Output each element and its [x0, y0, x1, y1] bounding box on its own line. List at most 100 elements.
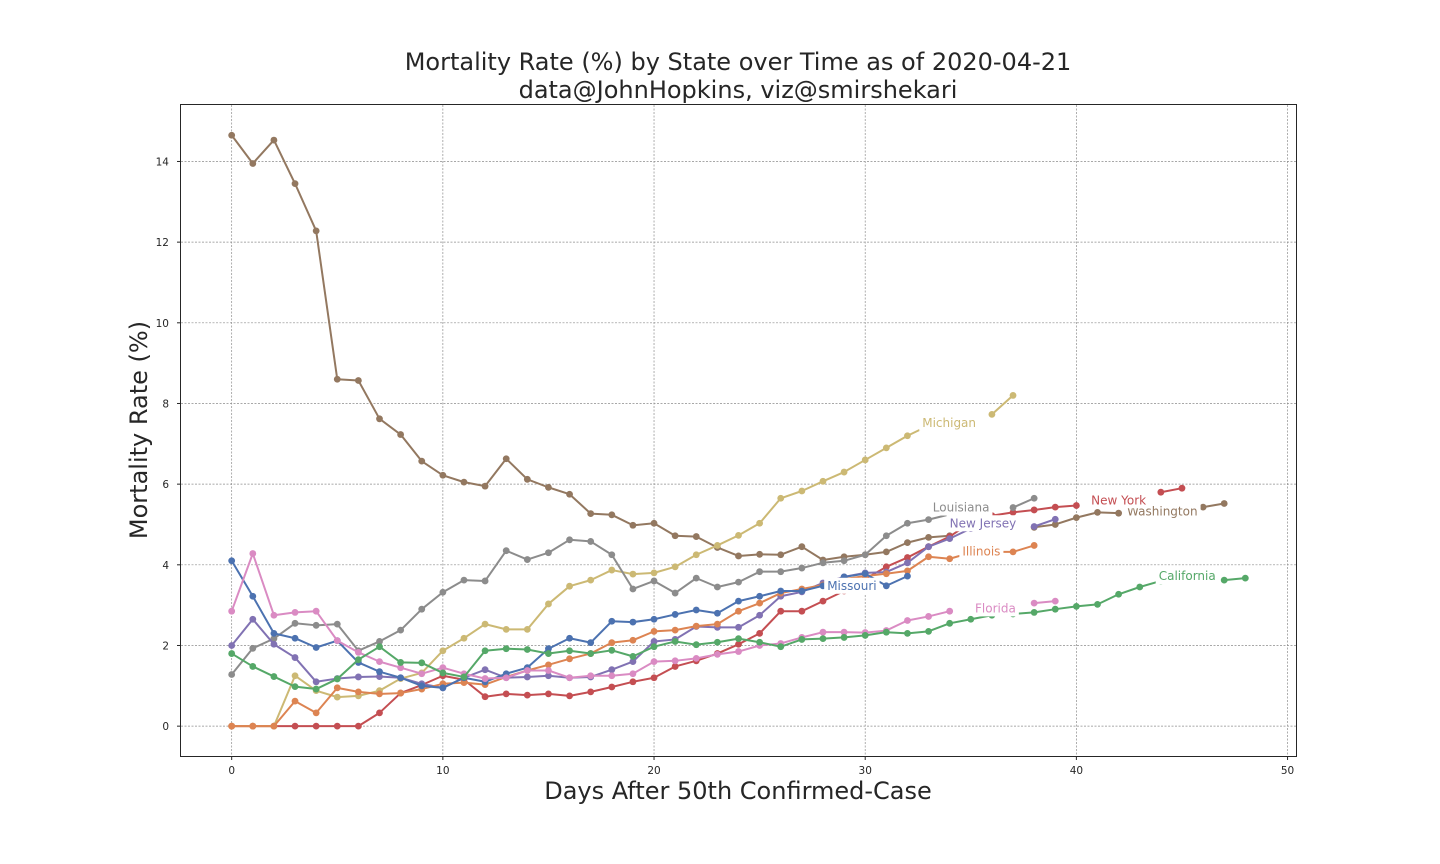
data-point-california	[946, 619, 954, 627]
data-point-california	[608, 646, 616, 654]
data-point-washington	[439, 471, 447, 479]
x-tick-label: 10	[436, 765, 449, 777]
data-point-new-york	[545, 690, 552, 698]
data-point-washington	[460, 478, 468, 486]
series-label-bg	[959, 543, 1004, 560]
x-tick-label: 40	[1070, 765, 1083, 777]
data-point-missouri	[713, 609, 721, 617]
data-point-florida	[333, 637, 341, 645]
data-point-new-jersey	[249, 615, 257, 623]
data-point-louisiana	[587, 538, 595, 545]
series-line-new-york	[1160, 487, 1183, 494]
data-point-california	[481, 647, 489, 655]
data-point-washington	[925, 533, 932, 541]
data-point-louisiana	[418, 605, 426, 613]
data-point-michigan	[671, 563, 679, 571]
data-point-new-jersey	[270, 640, 278, 648]
data-point-illinois	[904, 567, 911, 575]
plot-area	[180, 104, 1297, 757]
data-point-illinois	[692, 622, 700, 630]
x-axis-label: Days After 50th Confirmed-Case	[544, 777, 932, 805]
data-point-new-york	[882, 563, 890, 571]
data-point-louisiana	[861, 551, 869, 559]
data-point-new-jersey	[523, 673, 531, 681]
data-point-louisiana	[312, 621, 320, 629]
data-point-new-york	[312, 722, 320, 730]
data-point-new-jersey	[1051, 515, 1059, 523]
data-point-florida	[228, 607, 236, 615]
data-point-new-jersey	[481, 666, 489, 674]
data-point-michigan	[650, 569, 658, 577]
x-axis-ticks: 0 10 20 30 40 50	[228, 756, 1294, 777]
data-point-california	[904, 629, 911, 637]
data-point-illinois	[629, 636, 637, 644]
data-point-california	[397, 659, 405, 666]
data-point-illinois	[756, 599, 764, 607]
series-label-text-illinois: Illinois	[962, 545, 1000, 559]
series-label-text-california: California	[1159, 569, 1216, 583]
data-point-california	[1220, 576, 1228, 584]
data-point-new-york	[1051, 503, 1059, 511]
data-point-louisiana	[249, 644, 257, 652]
data-point-michigan	[713, 542, 721, 549]
data-point-missouri	[904, 572, 911, 580]
data-point-michigan	[566, 582, 573, 590]
data-point-michigan	[460, 634, 468, 642]
data-point-washington	[608, 511, 616, 519]
data-point-new-york	[798, 607, 806, 615]
data-point-michigan	[882, 444, 890, 452]
y-tick-label: 4	[162, 560, 169, 572]
series-line-california	[1224, 577, 1246, 582]
data-point-california	[1115, 590, 1123, 598]
data-point-michigan	[629, 570, 637, 578]
data-point-new-jersey	[376, 673, 383, 680]
data-point-missouri	[756, 592, 764, 600]
data-point-florida	[735, 648, 742, 655]
data-point-california	[502, 645, 510, 653]
data-point-washington	[228, 131, 236, 139]
data-point-new-jersey	[946, 535, 954, 542]
chart-title: Mortality Rate (%) by State over Time as…	[405, 48, 1072, 76]
series-label-florida: Florida	[972, 600, 1019, 617]
data-point-louisiana	[756, 568, 764, 576]
data-point-illinois	[671, 626, 679, 634]
data-point-michigan	[439, 647, 447, 655]
data-point-michigan	[692, 551, 700, 559]
data-point-california	[777, 643, 785, 651]
data-point-california	[1094, 600, 1101, 608]
series-label-new-york: New York	[1088, 492, 1150, 509]
data-point-florida	[629, 670, 637, 678]
data-point-washington	[249, 160, 257, 167]
data-point-illinois	[1030, 542, 1038, 549]
data-point-california	[629, 652, 637, 660]
x-tick-label: 20	[647, 765, 660, 777]
data-point-washington	[587, 510, 595, 517]
series-louisiana	[228, 494, 1038, 678]
data-point-missouri	[587, 639, 595, 647]
data-point-louisiana	[650, 577, 658, 585]
data-point-missouri	[270, 629, 278, 637]
data-point-louisiana	[481, 577, 489, 585]
data-point-florida	[608, 672, 616, 680]
series-label-bg	[929, 499, 993, 516]
series-line-michigan	[231, 424, 929, 728]
data-point-illinois	[566, 655, 573, 663]
data-point-florida	[1051, 597, 1059, 605]
data-point-florida	[587, 672, 595, 680]
y-tick-label: 10	[156, 318, 169, 330]
data-point-california	[819, 635, 827, 643]
data-point-washington	[418, 457, 426, 465]
data-point-michigan	[502, 625, 510, 633]
data-point-washington	[545, 483, 552, 491]
series-label-bg	[1088, 492, 1150, 509]
data-point-california	[967, 615, 975, 623]
data-point-washington	[291, 180, 299, 188]
data-point-louisiana	[713, 583, 721, 591]
data-point-california	[312, 685, 320, 693]
data-point-florida	[671, 657, 679, 665]
data-point-missouri	[650, 615, 658, 623]
data-point-california	[798, 636, 806, 643]
data-point-washington	[312, 227, 320, 235]
data-point-missouri	[249, 592, 257, 600]
